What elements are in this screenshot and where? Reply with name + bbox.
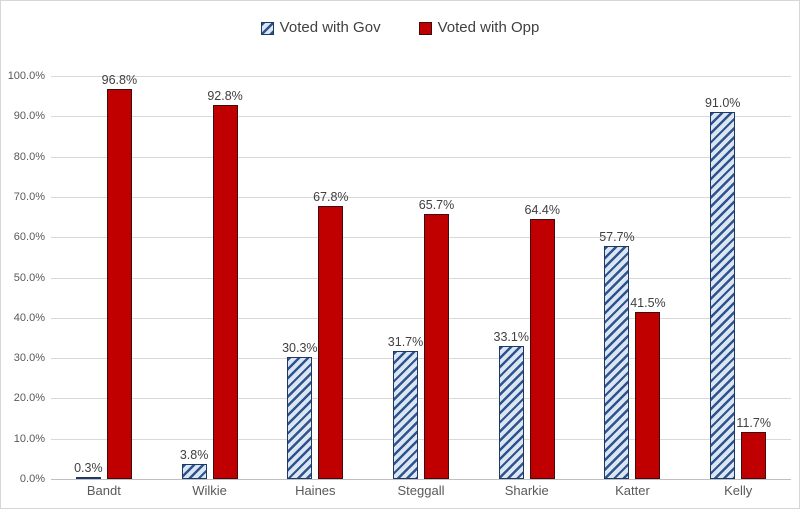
y-tick-label: 30.0% <box>13 352 45 365</box>
x-axis-line <box>51 479 791 480</box>
bar-group-sharkie: 33.1% 64.4% <box>474 76 580 479</box>
y-tick-label: 10.0% <box>13 432 45 445</box>
value-label: 57.7% <box>599 230 635 245</box>
value-label: 3.8% <box>179 447 209 462</box>
legend-item-voted-with-gov: Voted with Gov <box>260 19 381 36</box>
legend-item-voted-with-opp: Voted with Opp <box>418 19 540 36</box>
category-label-bandt: Bandt <box>86 483 121 498</box>
bar-group-bandt: 0.3% 96.8% <box>51 73 157 479</box>
legend: Voted with Gov Voted with Opp <box>1 20 799 36</box>
bar-voted-with-opp-steggall: 65.7% <box>419 198 454 479</box>
legend-label-gov: Voted with Gov <box>279 19 381 36</box>
legend-swatch-gov-icon <box>260 21 274 35</box>
gridline <box>51 317 791 319</box>
category-label-haines: Haines <box>295 483 336 498</box>
bar-group-haines: 30.3% 67.8% <box>262 76 368 479</box>
y-tick-label: 50.0% <box>13 271 45 284</box>
bar-group-katter: 57.7% 41.5% <box>580 76 686 479</box>
value-label: 67.8% <box>313 189 349 204</box>
category-label-wilkie: Wilkie <box>192 483 227 498</box>
y-tick-label: 40.0% <box>13 311 45 324</box>
x-axis-category-labels: Bandt Wilkie Haines Steggall Sharkie Katter Ke… <box>51 483 791 498</box>
value-label: 96.8% <box>101 72 138 87</box>
bar-voted-with-gov-sharkie: 33.1% <box>494 330 529 479</box>
y-tick-label: 0.0% <box>19 473 45 485</box>
category-label-kelly: Kelly <box>724 483 753 498</box>
y-tick-label: 90.0% <box>13 110 45 123</box>
y-tick-label: 70.0% <box>13 190 45 203</box>
y-tick-label: 100.0% <box>7 70 45 82</box>
bar-voted-with-gov-bandt: 0.3% <box>74 461 103 479</box>
value-label: 11.7% <box>736 415 771 430</box>
category-label-sharkie: Sharkie <box>504 483 549 498</box>
gridline <box>51 116 791 118</box>
gridline <box>51 358 791 360</box>
bar-voted-with-opp-sharkie: 64.4% <box>525 203 560 479</box>
legend-label-opp: Voted with Opp <box>437 19 540 36</box>
gridline <box>51 196 791 198</box>
value-label: 65.7% <box>418 198 455 213</box>
y-tick-label: 20.0% <box>13 392 45 405</box>
bar-voted-with-opp-kelly: 11.7% <box>736 416 771 479</box>
value-label: 91.0% <box>704 96 741 111</box>
value-label: 33.1% <box>493 329 529 344</box>
bar-group-steggall: 31.7% 65.7% <box>368 76 474 479</box>
category-label-steggall: Steggall <box>397 483 445 498</box>
bar-voted-with-opp-bandt: 96.8% <box>102 73 137 479</box>
bar-voted-with-opp-wilkie: 92.8% <box>207 89 243 479</box>
gridline <box>51 237 791 239</box>
bar-group-wilkie: 3.8% 92.8% <box>157 76 263 479</box>
value-label: 0.3% <box>74 461 103 475</box>
value-label: 31.7% <box>387 335 424 350</box>
y-tick-label: 80.0% <box>13 150 45 163</box>
bar-voted-with-gov-katter: 57.7% <box>599 230 635 479</box>
bar-voted-with-gov-wilkie: 3.8% <box>180 448 208 479</box>
gridline <box>51 76 791 77</box>
bar-groups: 0.3% 96.8% 3.8% 92.8% 30.3% 67.8% 31.7% 65.7% 33… <box>51 73 791 479</box>
value-label: 41.5% <box>630 295 666 310</box>
bar-voted-with-opp-katter: 41.5% <box>630 296 666 479</box>
legend-swatch-opp-icon <box>418 21 432 35</box>
bar-voted-with-opp-haines: 67.8% <box>313 190 349 479</box>
y-tick-label: 60.0% <box>13 231 45 244</box>
bar-group-kelly: 91.0% 11.7% <box>685 76 791 479</box>
gridline <box>51 156 791 158</box>
plot-area: 0.3% 96.8% 3.8% 92.8% 30.3% 67.8% 31.7% 65.7% 33… <box>51 73 791 480</box>
gridline <box>51 398 791 400</box>
value-label: 64.4% <box>524 203 560 218</box>
bar-voted-with-gov-kelly: 91.0% <box>705 96 740 479</box>
value-label: 92.8% <box>207 89 243 104</box>
value-label: 30.3% <box>282 340 318 355</box>
bar-voted-with-gov-haines: 30.3% <box>282 341 318 479</box>
gridline <box>51 277 791 279</box>
gridline <box>51 438 791 440</box>
category-label-katter: Katter <box>615 483 650 498</box>
bar-voted-with-gov-steggall: 31.7% <box>388 335 423 479</box>
